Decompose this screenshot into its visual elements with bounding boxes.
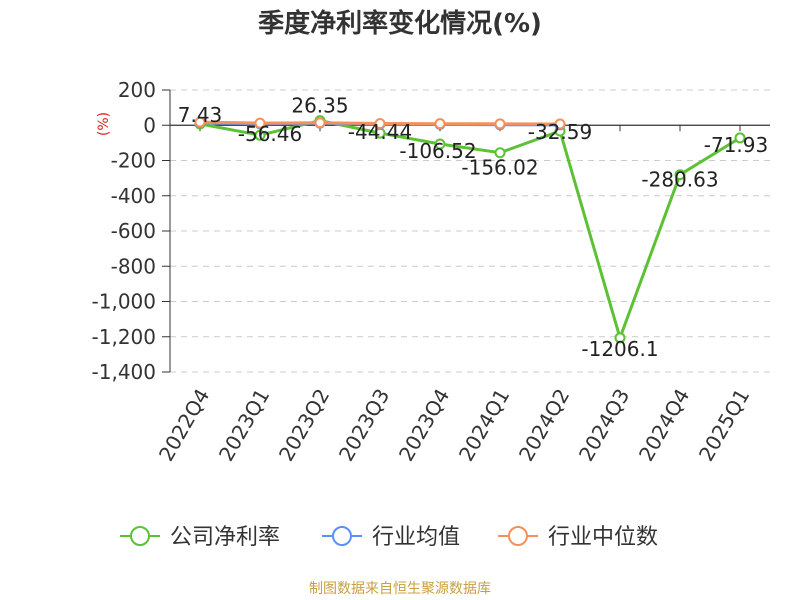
chart-title: 季度净利率变化情况(%)	[258, 8, 542, 39]
x-tick-label: 2024Q4	[634, 385, 694, 466]
series-point	[734, 132, 746, 144]
y-tick-label: -400	[111, 184, 156, 208]
x-tick-label: 2024Q1	[454, 385, 514, 466]
data-label: -1206.1	[581, 337, 658, 361]
x-tick-label: 2024Q2	[514, 385, 574, 466]
x-tick-label: 2023Q2	[274, 385, 334, 466]
series-point	[434, 138, 446, 150]
y-tick-label: -600	[111, 219, 156, 243]
data-label: -44.44	[348, 120, 412, 144]
y-tick-label: -200	[111, 149, 156, 173]
data-label: -71.93	[704, 133, 768, 157]
source-footer: 制图数据来自恒生聚源数据库	[309, 581, 491, 597]
legend-marker	[332, 526, 352, 546]
series-point	[374, 117, 386, 129]
data-label: -32.59	[528, 120, 592, 144]
y-tick-label: -800	[111, 254, 156, 278]
y-tick-label: 200	[118, 78, 156, 102]
legend-label: 公司净利率	[170, 525, 280, 550]
data-label: 26.35	[291, 94, 348, 118]
y-tick-label: -1,400	[92, 360, 156, 384]
series-line	[199, 119, 741, 340]
series-point	[674, 169, 686, 181]
y-tick-label: 0	[143, 113, 156, 137]
data-label: -56.46	[238, 122, 302, 146]
series-point	[314, 117, 326, 129]
legend-label: 行业均值	[372, 525, 460, 550]
y-tick-label: -1,000	[92, 290, 156, 314]
x-tick-label: 2023Q4	[394, 385, 454, 466]
legend-marker	[130, 526, 150, 546]
y-axis-label: (%)	[96, 112, 112, 136]
series-point	[494, 118, 506, 130]
series-point	[494, 147, 506, 159]
data-label: -106.52	[399, 139, 476, 163]
x-tick-label: 2024Q3	[574, 385, 634, 466]
x-tick-label: 2022Q4	[154, 385, 214, 466]
series-point	[554, 118, 566, 130]
legend-marker	[508, 526, 528, 546]
series-point	[614, 332, 626, 344]
series-point	[194, 116, 206, 128]
x-tick-label: 2023Q1	[214, 385, 274, 466]
data-label: -280.63	[641, 168, 718, 192]
x-tick-label: 2023Q3	[334, 385, 394, 466]
data-label: 7.43	[178, 103, 223, 127]
legend-label: 行业中位数	[548, 525, 658, 550]
x-tick-label: 2025Q1	[694, 385, 754, 466]
data-label: -156.02	[461, 156, 538, 180]
series-point	[434, 118, 446, 130]
series-point	[254, 129, 266, 141]
series-point	[254, 117, 266, 129]
y-tick-label: -1,200	[92, 325, 156, 349]
